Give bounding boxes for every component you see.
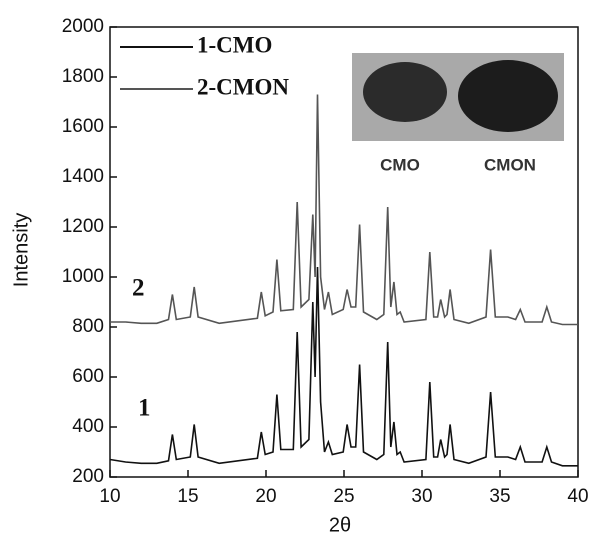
- sample-cmon: [458, 60, 558, 132]
- y-tick-label: 1200: [62, 216, 104, 237]
- x-tick-label: 15: [177, 486, 198, 507]
- inset-photo: [352, 53, 564, 141]
- series-line: [110, 94, 578, 326]
- x-tick-label: 10: [99, 486, 120, 507]
- y-tick-label: 1800: [62, 66, 104, 87]
- inset-label: CMON: [484, 155, 536, 174]
- sample-cmo: [363, 62, 447, 122]
- y-tick-label: 600: [72, 366, 104, 387]
- y-tick-label: 2000: [62, 16, 104, 37]
- inset-label: CMO: [380, 155, 420, 174]
- y-tick-label: 200: [72, 466, 104, 487]
- x-tick-label: 30: [411, 486, 432, 507]
- x-tick-label: 40: [567, 486, 588, 507]
- legend-label: 1-CMO: [197, 32, 272, 57]
- legend-label: 2-CMON: [197, 74, 289, 99]
- curve-annotation: 1: [138, 395, 151, 422]
- x-tick-label: 25: [333, 486, 354, 507]
- y-tick-label: 1400: [62, 166, 104, 187]
- series-line: [109, 266, 578, 467]
- y-tick-label: 1000: [62, 266, 104, 287]
- x-tick-label: 20: [255, 486, 276, 507]
- curve-annotation: 2: [132, 275, 145, 302]
- y-tick-label: 800: [72, 316, 104, 337]
- x-axis-label: 2θ: [329, 514, 351, 536]
- x-tick-label: 35: [489, 486, 510, 507]
- y-tick-label: 1600: [62, 116, 104, 137]
- y-axis-label: Intensity: [10, 213, 32, 287]
- y-tick-label: 400: [72, 416, 104, 437]
